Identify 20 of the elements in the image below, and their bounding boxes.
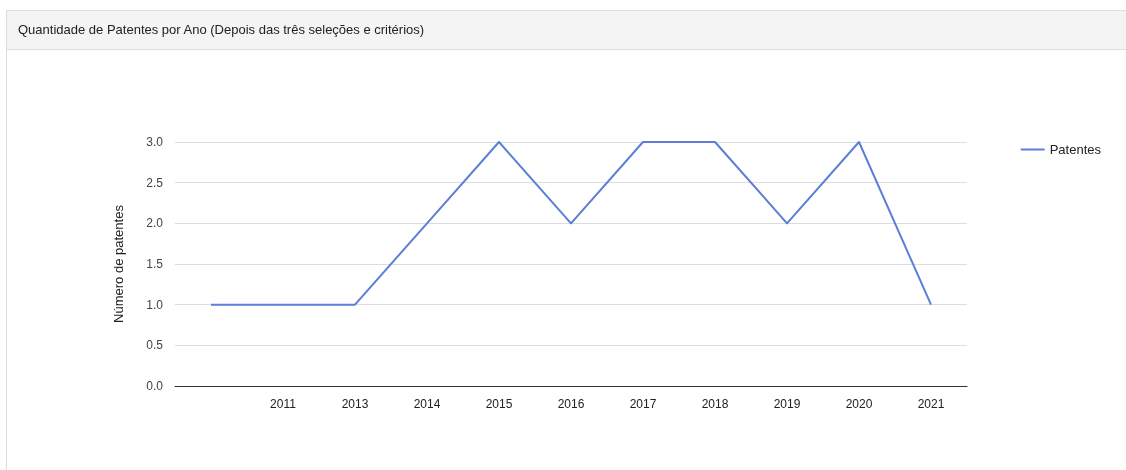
chart-title: Quantidade de Patentes por Ano (Depois das três seleções e critérios)	[7, 11, 1126, 50]
x-tick-label: 2014	[413, 397, 441, 411]
y-tick-label: 3.0	[146, 135, 164, 149]
x-tick-label: 2020	[845, 397, 873, 411]
x-tick-label: 2016	[557, 397, 585, 411]
legend-label: Patentes	[1049, 142, 1102, 157]
y-tick-label: 0.5	[146, 338, 164, 353]
y-axis-title: Número de patentes	[111, 204, 126, 323]
y-tick-label: 2.5	[146, 175, 164, 190]
y-tick-label: 1.5	[146, 257, 164, 271]
x-tick-label: 2013	[341, 397, 369, 411]
y-tick-label: 1.0	[146, 297, 164, 312]
x-tick-label: 2011	[270, 397, 297, 411]
x-tick-label: 2021	[917, 397, 945, 411]
y-tick-label: 2.0	[146, 216, 164, 231]
x-tick-label: 2018	[701, 397, 729, 411]
x-tick-label: 2019	[773, 397, 801, 411]
x-tick-label: 2015	[485, 397, 513, 411]
x-tick-label: 2017	[629, 397, 657, 411]
y-tick-label: 0.0	[146, 379, 164, 393]
